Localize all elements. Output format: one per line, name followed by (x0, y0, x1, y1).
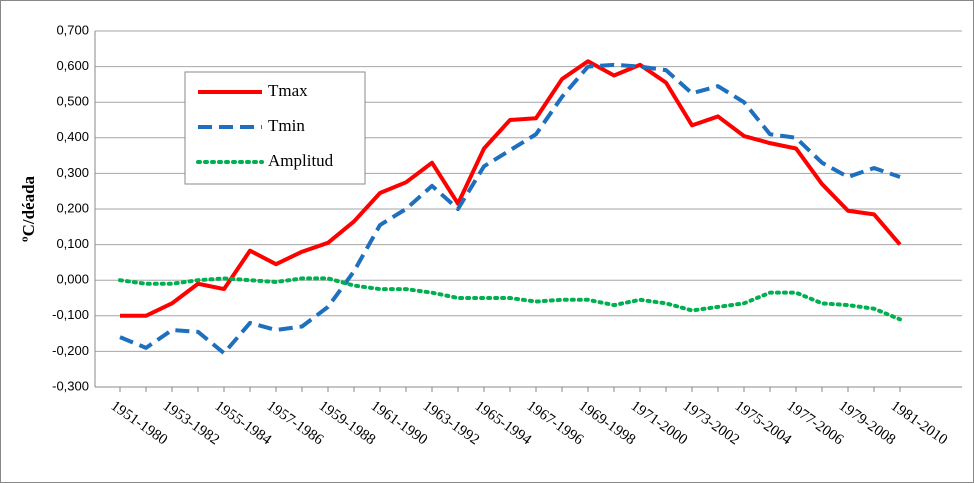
y-tick-label: 0,500 (56, 94, 89, 109)
y-tick-label: -0,300 (52, 378, 89, 393)
y-tick-label: 0,700 (56, 22, 89, 37)
y-tick-label: 0,600 (56, 58, 89, 73)
legend-label: Amplitud (268, 151, 334, 170)
legend-label: Tmax (268, 81, 308, 100)
series-line (118, 276, 902, 322)
legend-label: Tmin (268, 116, 305, 135)
y-tick-label: 0,200 (56, 200, 89, 215)
y-tick-label: 0,000 (56, 272, 89, 287)
series-line (119, 62, 901, 356)
y-tick-label: -0,100 (52, 307, 89, 322)
y-tick-label: -0,200 (52, 343, 89, 358)
y-tick-label: 0,400 (56, 129, 89, 144)
y-axis-label: ºC/déada (19, 175, 38, 242)
y-tick-label: 0,100 (56, 236, 89, 251)
y-tick-label: 0,300 (56, 165, 89, 180)
series-line (120, 59, 902, 318)
